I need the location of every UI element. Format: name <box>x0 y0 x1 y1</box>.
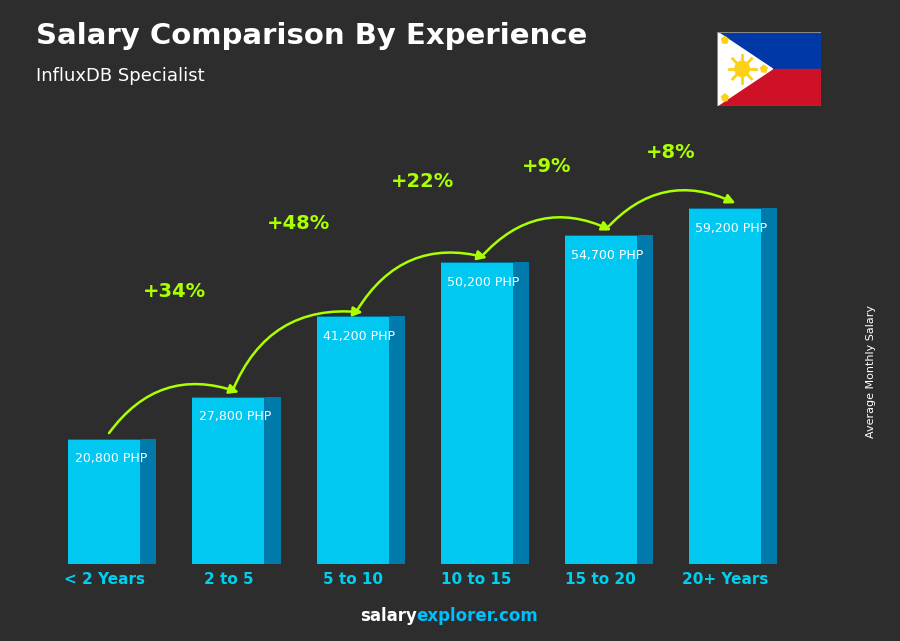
Text: +8%: +8% <box>646 143 696 162</box>
Polygon shape <box>193 397 265 564</box>
Text: +22%: +22% <box>392 172 454 191</box>
Polygon shape <box>760 65 767 72</box>
Polygon shape <box>637 235 653 564</box>
Text: +48%: +48% <box>267 213 330 233</box>
Polygon shape <box>717 32 772 106</box>
Polygon shape <box>717 32 821 69</box>
Polygon shape <box>565 235 637 564</box>
Text: salary: salary <box>360 607 417 625</box>
Text: 59,200 PHP: 59,200 PHP <box>696 222 768 235</box>
Polygon shape <box>140 439 157 564</box>
Text: Salary Comparison By Experience: Salary Comparison By Experience <box>36 22 587 51</box>
Polygon shape <box>717 69 821 106</box>
Polygon shape <box>389 316 405 564</box>
Polygon shape <box>513 262 529 564</box>
Polygon shape <box>317 316 389 564</box>
Text: 20,800 PHP: 20,800 PHP <box>75 453 147 465</box>
Polygon shape <box>761 208 777 564</box>
Polygon shape <box>722 37 728 43</box>
Polygon shape <box>441 262 513 564</box>
Circle shape <box>735 61 750 77</box>
Polygon shape <box>68 439 140 564</box>
Text: 50,200 PHP: 50,200 PHP <box>447 276 519 288</box>
Text: Average Monthly Salary: Average Monthly Salary <box>866 305 877 438</box>
Text: 41,200 PHP: 41,200 PHP <box>323 329 395 343</box>
Text: 54,700 PHP: 54,700 PHP <box>572 249 644 262</box>
Polygon shape <box>689 208 761 564</box>
Polygon shape <box>722 94 728 101</box>
Text: explorer.com: explorer.com <box>417 607 538 625</box>
Polygon shape <box>265 397 281 564</box>
Text: InfluxDB Specialist: InfluxDB Specialist <box>36 67 204 85</box>
Text: +9%: +9% <box>522 157 572 176</box>
Text: +34%: +34% <box>143 281 206 301</box>
Text: 27,800 PHP: 27,800 PHP <box>199 410 271 424</box>
